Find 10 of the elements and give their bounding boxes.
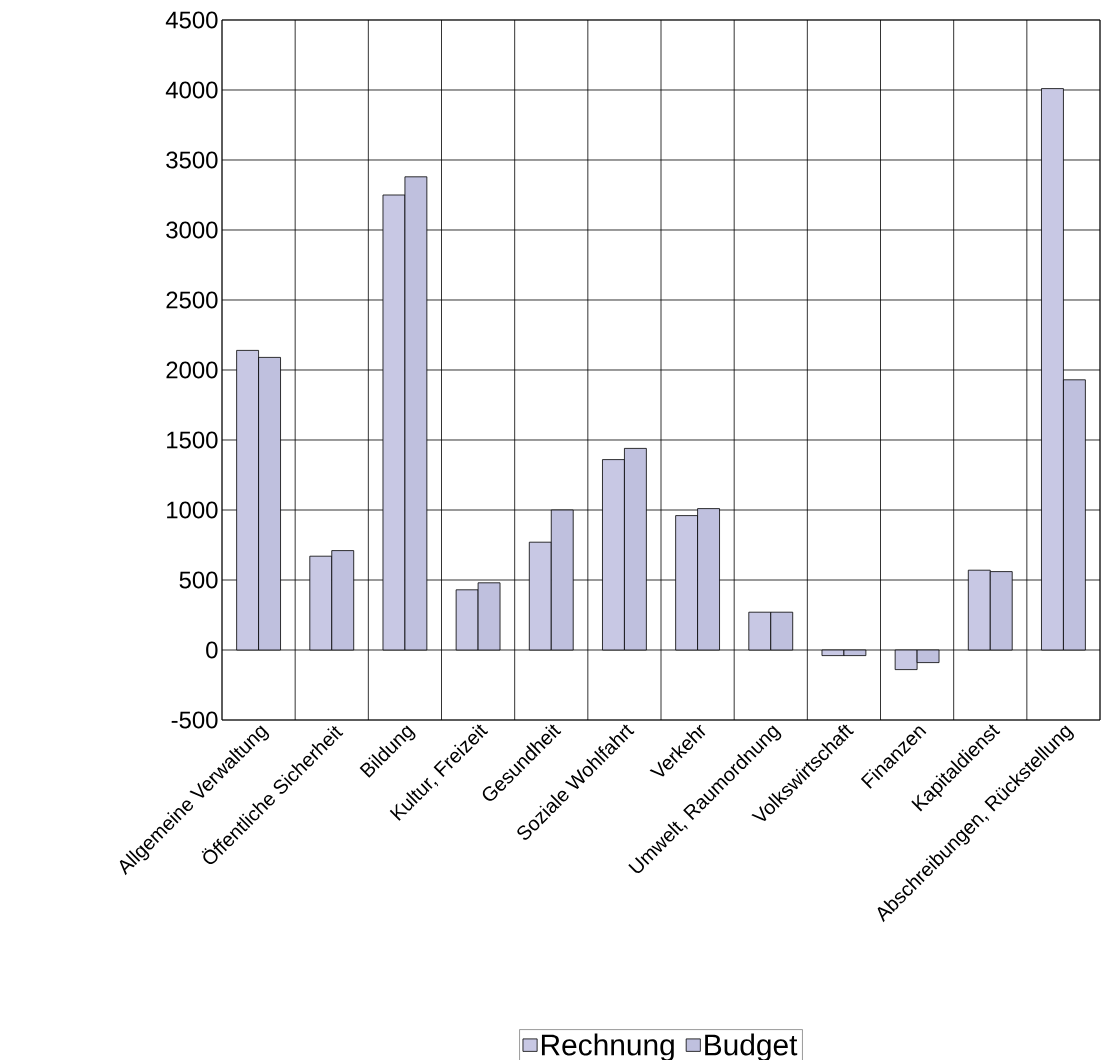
y-tick-label: 500 <box>179 571 218 589</box>
y-tick-label: 2500 <box>166 291 218 309</box>
y-tick-label: 2000 <box>166 361 218 379</box>
y-tick-label: 1000 <box>167 501 218 519</box>
y-tick-label: 1500 <box>167 431 218 449</box>
y-tick-label: 3500 <box>166 151 218 169</box>
y-tick-label: 3000 <box>166 221 218 239</box>
y-tick-label: 4500 <box>165 11 218 29</box>
y-tick-label: 0 <box>206 641 218 659</box>
y-tick-label: 4000 <box>165 81 218 99</box>
